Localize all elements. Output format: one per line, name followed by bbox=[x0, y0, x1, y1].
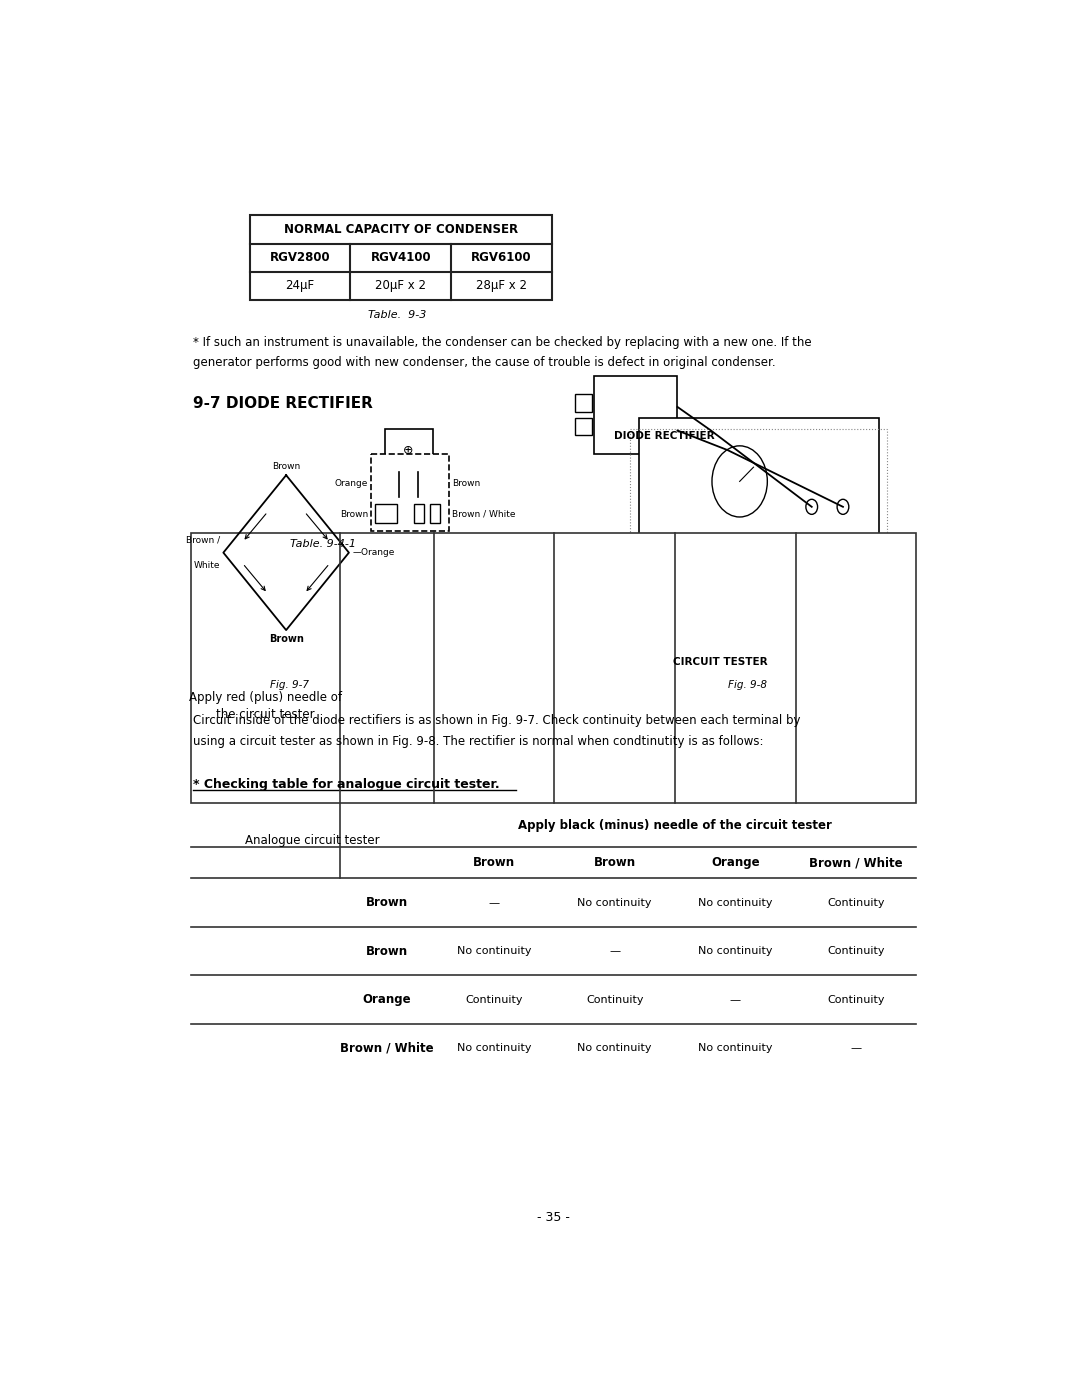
Text: Continuity: Continuity bbox=[827, 898, 885, 908]
Text: 20μF x 2: 20μF x 2 bbox=[376, 279, 427, 292]
Text: the circuit tester: the circuit tester bbox=[216, 708, 314, 721]
Bar bbox=[631, 429, 888, 534]
Bar bbox=[594, 376, 677, 454]
Text: Brown / White: Brown / White bbox=[809, 856, 903, 869]
Text: —: — bbox=[850, 1044, 862, 1053]
Text: NORMAL CAPACITY OF CONDENSER: NORMAL CAPACITY OF CONDENSER bbox=[284, 224, 518, 236]
Text: —: — bbox=[488, 898, 500, 908]
Text: Brown / White: Brown / White bbox=[340, 1042, 433, 1055]
Text: 28μF x 2: 28μF x 2 bbox=[476, 279, 527, 292]
Text: Brown: Brown bbox=[366, 944, 408, 957]
Text: Brown: Brown bbox=[366, 895, 408, 909]
Text: —Orange: —Orange bbox=[352, 548, 394, 557]
Text: No continuity: No continuity bbox=[457, 1044, 531, 1053]
Text: Fig. 9-8: Fig. 9-8 bbox=[728, 680, 767, 690]
Text: RGV6100: RGV6100 bbox=[471, 251, 531, 264]
Bar bbox=[638, 418, 879, 545]
Text: No continuity: No continuity bbox=[698, 1044, 772, 1053]
Text: No continuity: No continuity bbox=[698, 898, 772, 908]
Bar bbox=[576, 394, 592, 412]
Text: Fig. 9-7: Fig. 9-7 bbox=[270, 680, 310, 690]
Text: Circuit inside of the diode rectifiers is as shown in Fig. 9-7. Check continuity: Circuit inside of the diode rectifiers i… bbox=[193, 714, 800, 728]
Bar bbox=[576, 418, 592, 436]
Bar bbox=[430, 504, 440, 524]
Bar bbox=[414, 504, 424, 524]
Text: CIRCUIT TESTER: CIRCUIT TESTER bbox=[673, 657, 768, 666]
Bar bbox=[249, 215, 552, 300]
Text: No continuity: No continuity bbox=[457, 946, 531, 956]
Text: Brown: Brown bbox=[473, 856, 515, 869]
Text: * Checking table for analogue circuit tester.: * Checking table for analogue circuit te… bbox=[193, 778, 500, 791]
Bar bbox=[375, 504, 397, 524]
Bar bbox=[372, 454, 449, 531]
Text: RGV2800: RGV2800 bbox=[270, 251, 330, 264]
Text: Apply red (plus) needle of: Apply red (plus) needle of bbox=[189, 690, 341, 704]
Text: Orange: Orange bbox=[711, 856, 759, 869]
Text: Continuity: Continuity bbox=[827, 995, 885, 1004]
Text: * If such an instrument is unavailable, the condenser can be checked by replacin: * If such an instrument is unavailable, … bbox=[193, 335, 812, 348]
Text: Table. 9-4-1: Table. 9-4-1 bbox=[291, 539, 356, 549]
Text: Orange: Orange bbox=[335, 479, 368, 488]
Text: ⊕: ⊕ bbox=[403, 444, 414, 457]
Text: Analogue circuit tester: Analogue circuit tester bbox=[245, 834, 379, 847]
Text: Orange: Orange bbox=[363, 993, 411, 1006]
Text: No continuity: No continuity bbox=[698, 946, 772, 956]
Text: DIODE RECTIFIER: DIODE RECTIFIER bbox=[613, 432, 715, 441]
Bar bbox=[191, 534, 916, 803]
Text: Brown: Brown bbox=[272, 462, 300, 471]
Text: Continuity: Continuity bbox=[586, 995, 644, 1004]
Text: Brown: Brown bbox=[453, 479, 481, 488]
Text: Brown: Brown bbox=[340, 510, 368, 518]
Text: No continuity: No continuity bbox=[578, 898, 652, 908]
Text: Continuity: Continuity bbox=[465, 995, 523, 1004]
Text: - 35 -: - 35 - bbox=[537, 1211, 570, 1224]
Text: RGV4100: RGV4100 bbox=[370, 251, 431, 264]
Text: Apply black (minus) needle of the circuit tester: Apply black (minus) needle of the circui… bbox=[518, 819, 832, 831]
Text: Brown / White: Brown / White bbox=[453, 510, 516, 518]
Bar bbox=[384, 429, 433, 472]
Text: Brown /: Brown / bbox=[186, 535, 220, 545]
Text: No continuity: No continuity bbox=[578, 1044, 652, 1053]
Text: generator performs good with new condenser, the cause of trouble is defect in or: generator performs good with new condens… bbox=[193, 356, 775, 369]
Text: using a circuit tester as shown in Fig. 9-8. The rectifier is normal when condti: using a circuit tester as shown in Fig. … bbox=[193, 735, 764, 749]
Text: —: — bbox=[609, 946, 620, 956]
Text: 9-7 DIODE RECTIFIER: 9-7 DIODE RECTIFIER bbox=[193, 395, 373, 411]
Text: Continuity: Continuity bbox=[827, 946, 885, 956]
Text: Brown: Brown bbox=[594, 856, 636, 869]
Text: 24μF: 24μF bbox=[285, 279, 314, 292]
Text: White: White bbox=[193, 562, 220, 570]
Text: —: — bbox=[730, 995, 741, 1004]
Text: Table.  9-3: Table. 9-3 bbox=[368, 310, 427, 320]
Text: Brown: Brown bbox=[269, 634, 303, 644]
